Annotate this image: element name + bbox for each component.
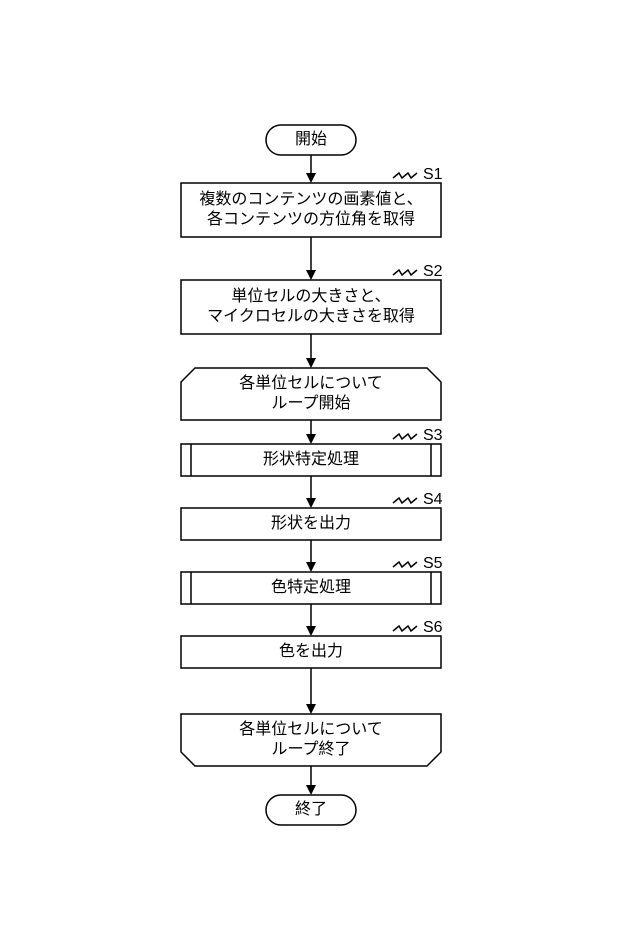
node-s4-line-0: 形状を出力 xyxy=(271,514,351,532)
label-s6: S6 xyxy=(423,619,443,636)
node-s2-line-1: マイクロセルの大きさを取得 xyxy=(207,307,415,325)
node-s1-line-0: 複数のコンテンツの画素値と、 xyxy=(199,190,422,208)
node-loop_end-line-1: ループ終了 xyxy=(271,740,350,758)
node-end: 終了 xyxy=(266,795,356,825)
label-s4: S4 xyxy=(423,491,443,508)
node-start-line-0: 開始 xyxy=(295,130,327,148)
node-start: 開始 xyxy=(266,125,356,155)
node-s3-line-0: 形状特定処理 xyxy=(263,450,359,468)
node-end-line-0: 終了 xyxy=(295,800,327,818)
node-s2-line-0: 単位セルの大きさと、 xyxy=(231,287,390,305)
node-s6-line-0: 色を出力 xyxy=(279,642,343,660)
node-loop_start-line-1: ループ開始 xyxy=(271,394,350,412)
label-s1: S1 xyxy=(423,166,443,183)
node-loop_start-line-0: 各単位セルについて xyxy=(239,374,383,392)
node-loop_end-line-0: 各単位セルについて xyxy=(239,720,383,738)
node-s1-line-1: 各コンテンツの方位角を取得 xyxy=(207,210,415,228)
label-s3: S3 xyxy=(423,427,443,444)
flowchart: 開始複数のコンテンツの画素値と、各コンテンツの方位角を取得 S1 単位セルの大きさと… xyxy=(0,0,622,929)
label-s5: S5 xyxy=(423,555,443,572)
node-loop_start: 各単位セルについてループ開始 xyxy=(181,368,441,420)
label-s2: S2 xyxy=(423,263,443,280)
node-s5-line-0: 色特定処理 xyxy=(271,578,351,596)
node-loop_end: 各単位セルについてループ終了 xyxy=(181,714,441,766)
